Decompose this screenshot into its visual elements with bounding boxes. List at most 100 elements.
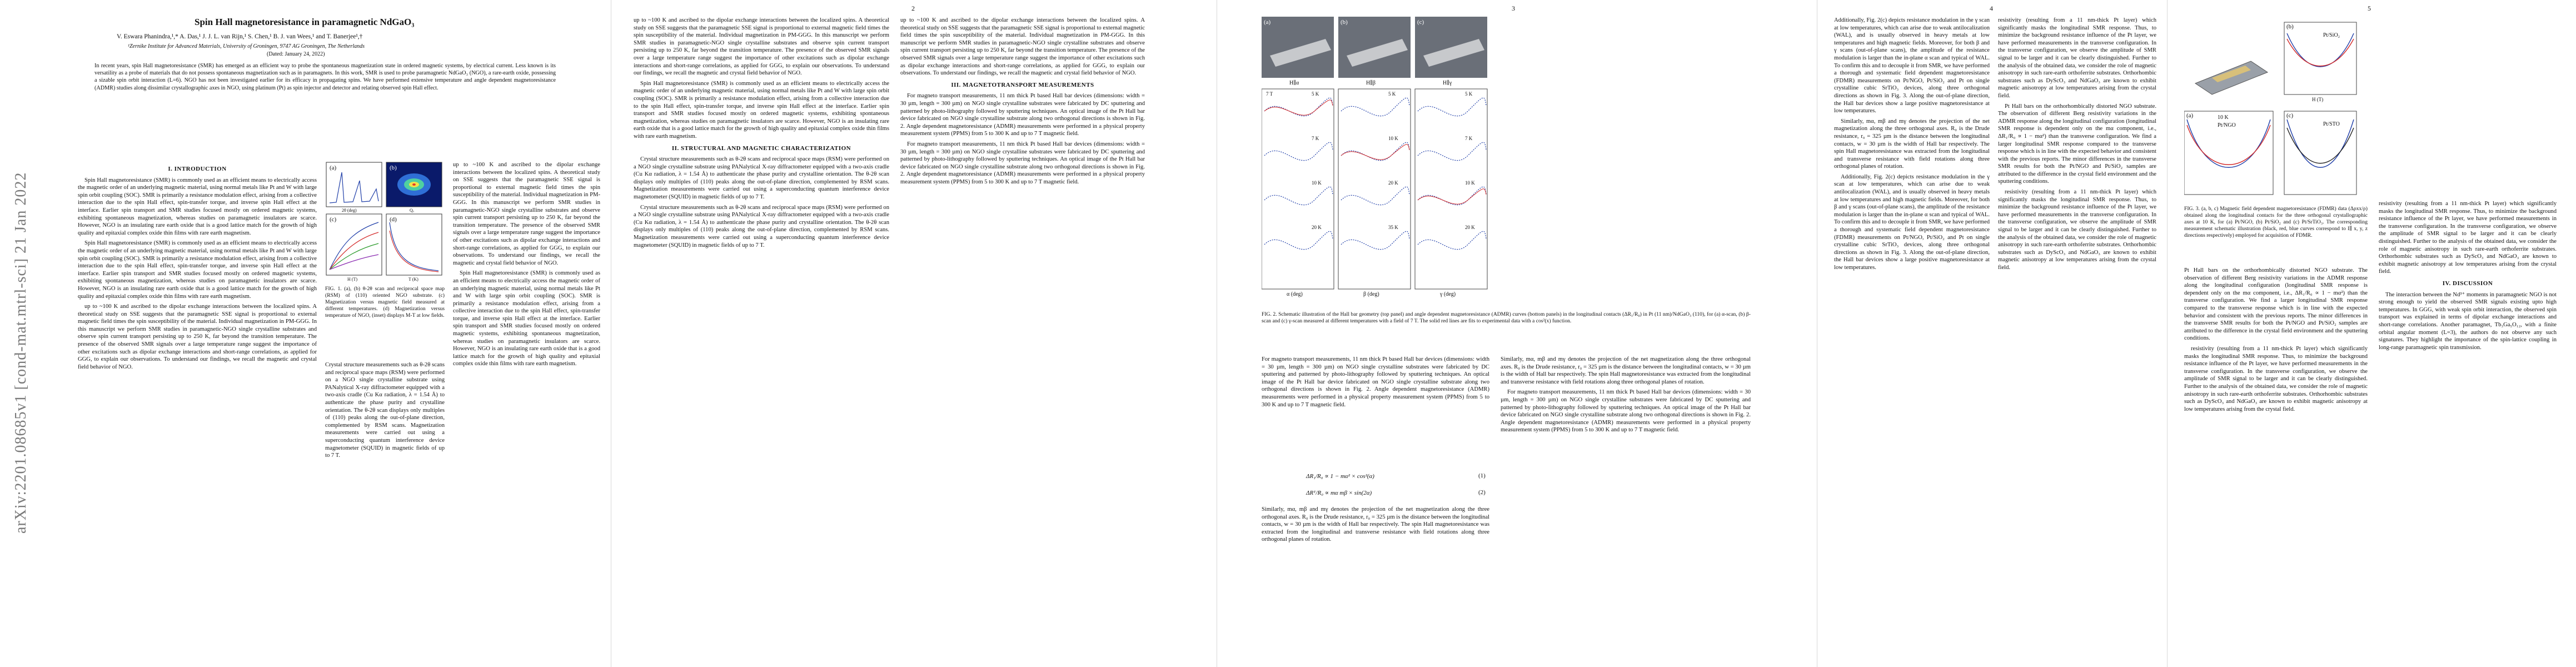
fig2-panel-a-label: (a) bbox=[1264, 19, 1271, 26]
figure-1-graphic bbox=[326, 162, 442, 276]
page4-right-text-2: Pt Hall bars on the orthorhombically dis… bbox=[1998, 103, 2156, 185]
page-3: 3 bbox=[1223, 0, 1817, 667]
fig1-panel-d-label: (d) bbox=[390, 216, 397, 223]
page2-col2-text: up to ~100 K and ascribed to the dipolar… bbox=[634, 17, 889, 77]
page4-right-text: resistivity (resulting from a 11 nm-thic… bbox=[1998, 17, 2156, 99]
figure-2: (a) (b) (c) H∥α H∥β H∥γ 7 T 5 K 7 K 10 K… bbox=[1261, 17, 1489, 306]
fig2-temp-a-3: 20 K bbox=[1312, 225, 1322, 230]
fig3-temp-label: 10 K bbox=[2218, 115, 2229, 121]
fig3-panel-a-label: (a) bbox=[2186, 112, 2194, 119]
column-right: up to ~100 K and ascribed to the dipolar… bbox=[453, 161, 600, 371]
magnetotransport-paragraph: For magneto transport measurements, 11 n… bbox=[900, 93, 1145, 137]
figure-1-caption: FIG. 1. (a), (b) θ-2θ scan and reciproca… bbox=[325, 286, 445, 318]
page4-column-left: Additionally, Fig. 2(c) depicts resistan… bbox=[1834, 17, 1990, 275]
equation-1: ΔR₁/R₀ ∝ 1 − mα² × cos²(α) bbox=[1306, 473, 1374, 480]
column-left: I. INTRODUCTION Spin Hall magnetoresista… bbox=[78, 161, 317, 374]
page2-column-left: up to ~100 K and ascribed to the dipolar… bbox=[634, 17, 889, 252]
page3-right-text: Similarly, mα, mβ and mγ denotes the pro… bbox=[1501, 356, 1751, 385]
page5-right-text: resistivity (resulting from a 11 nm-thic… bbox=[2379, 201, 2557, 275]
fig2-header-gamma: H∥γ bbox=[1443, 80, 1452, 86]
page2-col2-text-2: Spin Hall magnetoresistance (SMR) is com… bbox=[634, 80, 889, 140]
fig2-temp-c-2: 10 K bbox=[1465, 180, 1475, 186]
fig2-header-beta: H∥β bbox=[1366, 80, 1376, 86]
fig3-panel-b-label: (b) bbox=[2286, 23, 2294, 30]
fig2-temp-c-1: 7 K bbox=[1465, 136, 1473, 141]
fig2-temp-b-0: 5 K bbox=[1388, 91, 1396, 97]
figure-3: (a) (b) (c) Pt/NGO Pt/SiO₂ Pt/STO 10 K H… bbox=[2184, 17, 2551, 200]
fig2-temp-c-3: 20 K bbox=[1465, 225, 1475, 230]
fig1-panel-b-label: (b) bbox=[390, 165, 397, 171]
page4-left-text: Additionally, Fig. 2(c) depicts resistan… bbox=[1834, 17, 1990, 115]
intro-paragraph-2: Spin Hall magnetoresistance (SMR) is com… bbox=[78, 240, 317, 300]
column-right-lower-text: Crystal structure measurements such as θ… bbox=[325, 362, 445, 459]
fig1-xlabel-a: 2θ (deg) bbox=[342, 208, 357, 213]
col2-paragraph-2: Spin Hall magnetoresistance (SMR) is com… bbox=[453, 270, 600, 367]
page2-column-right: up to ~100 K and ascribed to the dipolar… bbox=[900, 17, 1145, 188]
fig2-header-alpha: H∥α bbox=[1289, 80, 1299, 86]
equation-2-number: (2) bbox=[1478, 489, 1486, 496]
fig2-temp-a-1: 7 K bbox=[1312, 136, 1319, 141]
section-discussion-heading: IV. DISCUSSION bbox=[2442, 280, 2493, 287]
figure-2-graphic bbox=[1261, 17, 1488, 290]
fig2-temp-b-1: 10 K bbox=[1388, 136, 1398, 141]
page-5: 5 (a) (b) (c) Pt/NGO Pt/SiO₂ Pt/STO 10 K… bbox=[2173, 0, 2570, 667]
fig1-xlabel-c: H (T) bbox=[347, 277, 357, 282]
arxiv-id: arXiv:2201.08685v1 [cond-mat.mtrl-sci] 2… bbox=[12, 172, 29, 534]
fig1-panel-a-label: (a) bbox=[330, 165, 337, 171]
fig2-xlabel-a: α (deg) bbox=[1287, 291, 1303, 297]
equation-1-number: (1) bbox=[1478, 472, 1486, 479]
fig3-xlabel: H (T) bbox=[2312, 97, 2324, 102]
page2-right-text: up to ~100 K and ascribed to the dipolar… bbox=[900, 17, 1145, 77]
fig2-xlabel-b: β (deg) bbox=[1363, 291, 1379, 297]
figure-3-graphic bbox=[2184, 22, 2357, 195]
page4-left-text-2: Similarly, mα, mβ and mγ denotes the pro… bbox=[1834, 118, 1990, 170]
page3-left-lower-text: Similarly, mα, mβ and mγ denotes the pro… bbox=[1262, 506, 1489, 543]
fig3-title-b: Pt/SiO₂ bbox=[2323, 32, 2340, 38]
affiliation: ¹Zernike Institute for Advanced Material… bbox=[128, 43, 365, 49]
col2-paragraph: up to ~100 K and ascribed to the dipolar… bbox=[453, 162, 600, 266]
structural-paragraph-2: Crystal structure measurements such as θ… bbox=[634, 204, 889, 248]
author-list: V. Eswara Phanindra,¹,* A. Das,¹ J. J. L… bbox=[117, 33, 363, 40]
fig2-temp-c-0: 5 K bbox=[1465, 91, 1473, 97]
fig1-xlabel-d: T (K) bbox=[408, 277, 418, 282]
paper-title: Spin Hall magnetoresistance in paramagne… bbox=[195, 17, 415, 27]
page3-left-text: For magneto transport measurements, 11 n… bbox=[1262, 356, 1489, 408]
section-magnetotransport-heading: III. MAGNETOTRANSPORT MEASUREMENTS bbox=[951, 81, 1094, 88]
structural-paragraph: Crystal structure measurements such as θ… bbox=[634, 156, 889, 201]
fig2-temp-b-2: 20 K bbox=[1388, 180, 1398, 186]
page-number-5: 5 bbox=[2368, 4, 2371, 12]
page3-column-right: Similarly, mα, mβ and mγ denotes the pro… bbox=[1501, 356, 1751, 437]
page5-left-text: Pt Hall bars on the orthorhombically dis… bbox=[2184, 267, 2368, 342]
fig2-temp-a-2: 10 K bbox=[1312, 180, 1322, 186]
figure-1: (a) (b) (c) (d) 2θ (deg) Qₓ H (T) T (K) … bbox=[325, 161, 445, 353]
fig2-panel-c-label: (c) bbox=[1417, 19, 1424, 26]
page3-right-text-2: For magneto transport measurements, 11 n… bbox=[1501, 389, 1751, 434]
page5-left-text-2: resistivity (resulting from a 11 nm-thic… bbox=[2184, 345, 2368, 412]
page-4: 4 Additionally, Fig. 2(c) depicts resist… bbox=[1823, 0, 2168, 667]
page-2: 2 up to ~100 K and ascribed to the dipol… bbox=[622, 0, 1217, 667]
section-structural-heading: II. STRUCTURAL AND MAGNETIC CHARACTERIZA… bbox=[671, 145, 851, 152]
figure-3-caption: FIG. 3. (a, b, c) Magnetic field depende… bbox=[2184, 206, 2368, 238]
arxiv-stamp: arXiv:2201.08685v1 [cond-mat.mtrl-sci] 2… bbox=[12, 100, 34, 545]
fig1-xlabel-b: Qₓ bbox=[410, 208, 415, 213]
page-number-3: 3 bbox=[1512, 4, 1515, 12]
page4-left-text-3: Additionally, Fig. 2(c) depicts resistan… bbox=[1834, 173, 1990, 271]
fig2-field-label: 7 T bbox=[1266, 91, 1273, 97]
fig3-title-a: Pt/NGO bbox=[2218, 122, 2236, 128]
abstract: In recent years, spin Hall magnetoresist… bbox=[94, 63, 556, 91]
page4-column-right: resistivity (resulting from a 11 nm-thic… bbox=[1998, 17, 2156, 275]
discussion-paragraph: The interaction between the Nd³⁺ moments… bbox=[2379, 291, 2557, 351]
dated: (Dated: January 24, 2022) bbox=[267, 51, 325, 57]
intro-paragraph: Spin Hall magnetoresistance (SMR) is com… bbox=[78, 177, 317, 236]
column-right-lower: Crystal structure measurements such as θ… bbox=[325, 361, 445, 462]
page5-column-left: Pt Hall bars on the orthorhombically dis… bbox=[2184, 267, 2368, 416]
page3-column-left: For magneto transport measurements, 11 n… bbox=[1262, 356, 1489, 411]
fig2-temp-b-3: 35 K bbox=[1388, 225, 1398, 230]
page-number-2: 2 bbox=[911, 4, 915, 12]
intro-paragraph-3: up to ~100 K and ascribed to the dipolar… bbox=[78, 303, 317, 370]
fig3-panel-c-label: (c) bbox=[2286, 112, 2294, 119]
page5-column-right: resistivity (resulting from a 11 nm-thic… bbox=[2379, 200, 2557, 354]
page-number-4: 4 bbox=[1990, 4, 1993, 12]
fig2-panel-b-label: (b) bbox=[1341, 19, 1348, 26]
figure-2-caption: FIG. 2. Schematic illustration of the Ha… bbox=[1262, 311, 1751, 324]
